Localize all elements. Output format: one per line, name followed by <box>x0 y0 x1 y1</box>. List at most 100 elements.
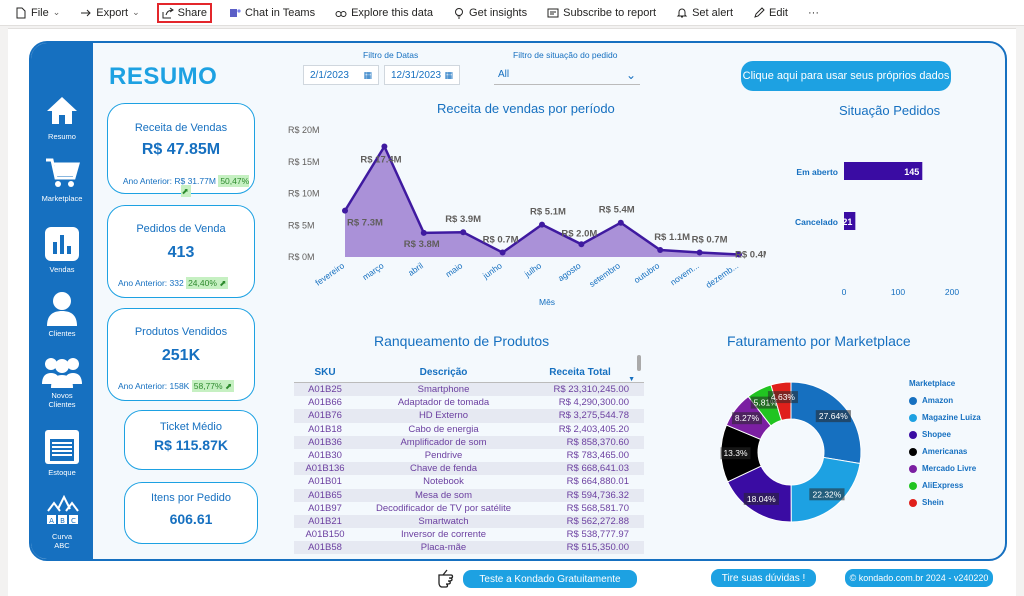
bar[interactable] <box>844 212 856 230</box>
legend-item[interactable]: Shopee <box>909 426 981 443</box>
nav-vendas[interactable]: Vendas <box>31 226 93 274</box>
x-tick-label: novem... <box>668 260 700 287</box>
data-point[interactable] <box>657 247 664 254</box>
date-filter-label: Filtro de Datas <box>363 50 419 60</box>
get-insights-button[interactable]: Get insights <box>450 3 530 23</box>
status-filter-dropdown[interactable]: All ⌄ <box>494 65 640 85</box>
table-row[interactable]: A01B65 Mesa de som R$ 594,736.32 <box>294 488 644 502</box>
data-point[interactable] <box>578 241 585 248</box>
data-point[interactable] <box>420 229 427 236</box>
edit-button[interactable]: Edit <box>750 3 791 23</box>
subscribe-icon <box>547 8 559 17</box>
data-point[interactable] <box>460 229 467 236</box>
help-button[interactable]: Tire suas dúvidas ! <box>711 569 816 587</box>
file-menu[interactable]: File ⌄ <box>12 3 63 23</box>
export-menu[interactable]: Export ⌄ <box>77 3 142 23</box>
table-row[interactable]: A01B21 Smartwatch R$ 562,272.88 <box>294 514 644 529</box>
table-scrollbar[interactable] <box>637 355 641 371</box>
use-own-data-button[interactable]: Clique aqui para usar seus próprios dado… <box>741 61 951 91</box>
bar[interactable] <box>844 162 923 180</box>
svg-text:B: B <box>60 517 65 525</box>
slice-label: 8.27% <box>735 413 760 423</box>
cell-receita: R$ 783,465.00 <box>566 450 629 462</box>
data-point[interactable] <box>736 251 742 258</box>
date-end-value: 12/31/2023 <box>391 69 442 81</box>
table-row[interactable]: A01B18 Cabo de energia R$ 2,403,405.20 <box>294 423 644 436</box>
cell-sku: A01B58 <box>308 542 342 554</box>
table-row[interactable]: A01B30 Pendrive R$ 783,465.00 <box>294 449 644 462</box>
kpi-pedidos-delta-badge: 24,40% ⬈ <box>186 277 229 289</box>
donut-slice[interactable] <box>790 381 862 465</box>
legend-label: Mercado Livre <box>922 464 977 473</box>
date-start-input[interactable]: 2/1/2023 ▦ <box>303 65 379 85</box>
share-button[interactable]: Share <box>156 2 212 23</box>
col-descricao-header[interactable]: Descrição <box>419 367 468 378</box>
legend-item[interactable]: AliExpress <box>909 477 981 494</box>
kpi-card-receita: Receita de Vendas R$ 47.85M Ano Anterior… <box>107 103 255 197</box>
insights-label: Get insights <box>469 6 528 19</box>
free-trial-button[interactable]: Teste a Kondado Gratuitamente <box>463 570 637 588</box>
pencil-icon <box>754 6 765 18</box>
subscribe-button[interactable]: Subscribe to report <box>544 3 659 23</box>
data-point[interactable] <box>696 249 703 256</box>
kpi-receita-previous: Ano Anterior: R$ 31.77M 50,47% ⬈ <box>118 175 254 197</box>
legend-item[interactable]: Mercado Livre <box>909 460 981 477</box>
report-toolbar: File ⌄ Export ⌄ Share Chat in Teams Expl… <box>0 0 1024 26</box>
set-alert-button[interactable]: Set alert <box>673 3 736 23</box>
data-point[interactable] <box>499 249 506 256</box>
legend-item[interactable]: Americanas <box>909 443 981 460</box>
more-options-button[interactable]: ··· <box>805 3 822 23</box>
slice-label: 18.04% <box>747 494 776 504</box>
date-end-input[interactable]: 12/31/2023 ▦ <box>384 65 460 85</box>
slice-label: 4.63% <box>771 392 796 402</box>
table-row[interactable]: A01B150 Inversor de corrente R$ 538,777.97 <box>294 528 644 541</box>
nav-resumo[interactable]: Resumo <box>31 93 93 141</box>
table-row[interactable]: A01B136 Chave de fenda R$ 668,641.03 <box>294 462 644 476</box>
table-row[interactable]: A01B01 Notebook R$ 664,880.01 <box>294 475 644 488</box>
explore-data-button[interactable]: Explore this data <box>332 3 436 23</box>
data-point[interactable] <box>617 219 624 226</box>
nav-estoque-label: Estoque <box>48 468 76 477</box>
ranking-table-title: Ranqueamento de Produtos <box>374 333 550 349</box>
nav-novos-clientes[interactable]: Novos Clientes <box>31 354 93 409</box>
svg-text:C: C <box>71 517 76 525</box>
data-label: R$ 3.9M <box>445 214 481 225</box>
legend-item[interactable]: Shein <box>909 494 981 511</box>
table-row[interactable]: A01B25 Smartphone R$ 23,310,245.00 <box>294 383 644 397</box>
date-start-value: 2/1/2023 <box>310 69 349 81</box>
legend-items: Amazon Magazine Luiza Shopee Americanas Merc… <box>909 392 981 511</box>
cell-sku: A01B30 <box>308 450 342 462</box>
teams-icon <box>229 8 241 17</box>
table-row[interactable]: A01B58 Placa-mãe R$ 515,350.00 <box>294 541 644 555</box>
slice-label-bg <box>815 410 851 423</box>
nav-estoque[interactable]: Estoque <box>31 429 93 477</box>
chat-in-teams-button[interactable]: Chat in Teams <box>226 3 318 23</box>
trend-up-icon: ⬈ <box>224 381 233 391</box>
kpi-produtos-title: Produtos Vendidos <box>134 326 228 338</box>
nav-clientes[interactable]: Clientes <box>31 290 93 338</box>
subscribe-label: Subscribe to report <box>563 6 657 19</box>
y-tick-label: R$ 20M <box>288 125 320 135</box>
table-row[interactable]: A01B76 HD Externo R$ 3,275,544.78 <box>294 409 644 423</box>
table-row[interactable]: A01B97 Decodificador de TV por satélite R$… <box>294 502 644 515</box>
cell-sku: A01B97 <box>308 502 342 514</box>
nav-marketplace[interactable]: Marketplace <box>31 155 93 203</box>
explore-icon <box>335 10 347 17</box>
legend-label: Magazine Luiza <box>922 413 981 422</box>
data-point[interactable] <box>381 143 388 150</box>
x-tick-label: abril <box>406 260 425 277</box>
col-receita-header[interactable]: Receita Total ▼ <box>531 367 635 383</box>
x-tick-label: agosto <box>556 260 583 283</box>
status-filter-label: Filtro de situação do pedido <box>513 50 618 60</box>
cell-descricao: Pendrive <box>424 450 463 462</box>
x-tick-label: junho <box>480 260 504 281</box>
table-row[interactable]: A01B36 Amplificador de som R$ 858,370.60 <box>294 435 644 449</box>
data-point[interactable] <box>539 221 545 228</box>
table-row[interactable]: A01B66 Adaptador de tomada R$ 4,290,300.00 <box>294 396 644 409</box>
col-sku-header[interactable]: SKU <box>314 367 336 378</box>
data-point[interactable] <box>342 207 348 214</box>
calendar-icon: ▦ <box>444 69 453 80</box>
legend-item[interactable]: Magazine Luiza <box>909 409 981 426</box>
legend-item[interactable]: Amazon <box>909 392 981 409</box>
